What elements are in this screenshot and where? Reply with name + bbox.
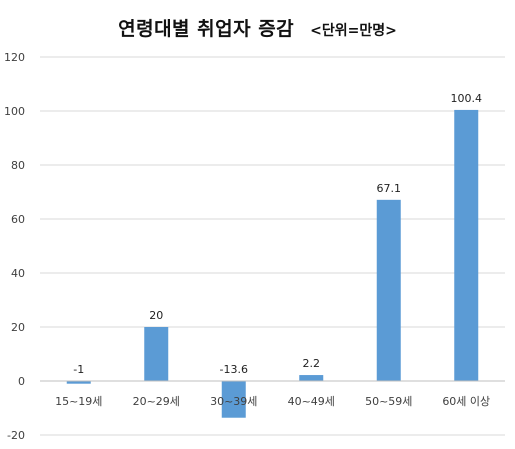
x-tick-label: 30~39세 — [210, 395, 257, 408]
data-label: 20 — [149, 309, 163, 322]
chart-title: 연령대별 취업자 증감 — [118, 18, 295, 40]
x-tick-label: 15~19세 — [55, 395, 102, 408]
bar-1 — [66, 381, 91, 384]
x-tick-label: 20~29세 — [133, 395, 180, 408]
data-label: 2.2 — [303, 357, 321, 370]
unit-label: <단위=만명> — [310, 23, 397, 39]
bar-4 — [299, 375, 324, 381]
data-label: 67.1 — [377, 182, 402, 195]
data-labels: -1 20 -13.6 2.2 67.1 100.4 — [73, 92, 482, 376]
x-tick-label: 60세 이상 — [442, 395, 490, 408]
bar-6 — [454, 109, 479, 382]
y-tick-label: 120 — [4, 51, 25, 64]
bar-5 — [376, 199, 401, 381]
bars — [66, 109, 479, 418]
y-axis-ticks: -20 0 20 40 60 80 100 120 — [4, 51, 25, 442]
bar-3 — [221, 381, 246, 418]
y-tick-label: 80 — [11, 159, 25, 172]
bar-2 — [144, 327, 169, 381]
gridlines — [40, 56, 505, 436]
y-tick-label: 100 — [4, 105, 25, 118]
x-axis-ticks: 15~19세 20~29세 30~39세 40~49세 50~59세 60세 이상 — [55, 395, 490, 408]
y-tick-label: 60 — [11, 213, 25, 226]
title-row: 연령대별 취업자 증감 <단위=만명> — [0, 14, 515, 41]
data-label: -13.6 — [220, 363, 248, 376]
y-tick-label: 0 — [18, 375, 25, 388]
x-tick-label: 40~49세 — [288, 395, 335, 408]
x-tick-label: 50~59세 — [365, 395, 412, 408]
data-label: -1 — [73, 363, 84, 376]
y-tick-label: 20 — [11, 321, 25, 334]
y-tick-label: 40 — [11, 267, 25, 280]
y-tick-label: -20 — [7, 429, 25, 442]
data-label: 100.4 — [451, 92, 483, 105]
